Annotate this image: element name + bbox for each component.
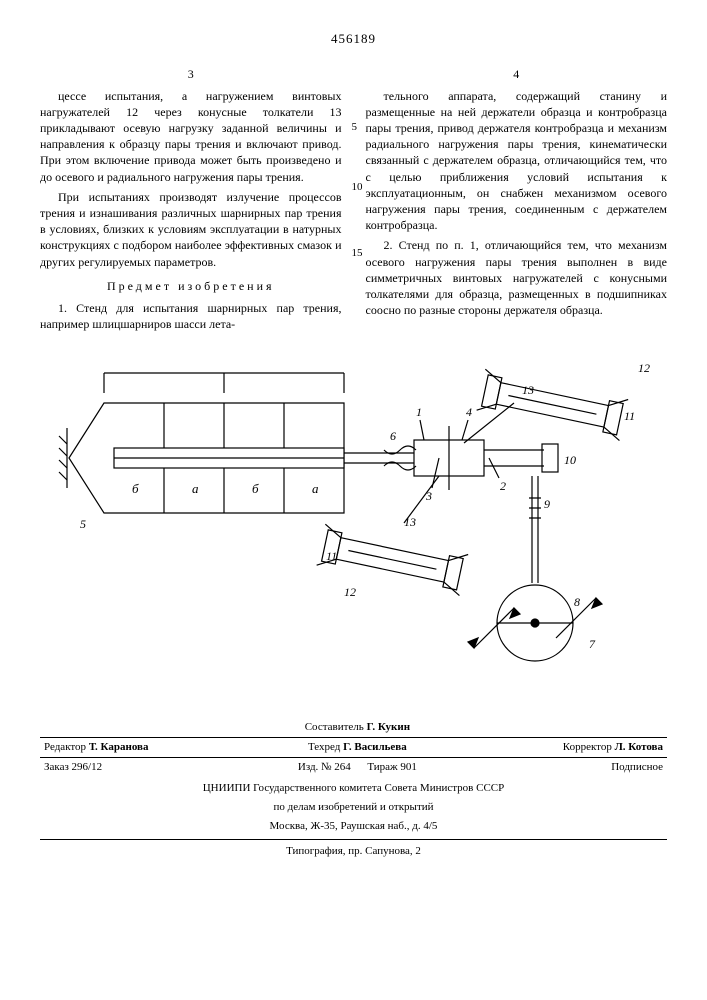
fig-n11b: 11 xyxy=(326,549,337,563)
fig-n13a: 13 xyxy=(522,383,534,397)
fig-n3: 3 xyxy=(425,489,432,503)
right-p2: 2. Стенд по п. 1, отличающийся тем, что … xyxy=(366,237,668,318)
fig-n5: 5 xyxy=(80,517,86,531)
col-num-right: 4 xyxy=(366,66,668,82)
sub-label: Подписное xyxy=(472,758,667,777)
imprint-org3: Москва, Ж-35, Раушская наб., д. 4/5 xyxy=(40,819,667,834)
techred-name: Г. Васильева xyxy=(343,741,407,753)
right-p1: тельного аппарата, содержащий станину и … xyxy=(366,88,668,234)
fig-n1: 1 xyxy=(416,405,422,419)
tirazh: Тираж 901 xyxy=(367,761,417,773)
editor-label: Редактор xyxy=(44,741,86,753)
line-num-15: 15 xyxy=(352,246,363,261)
fig-label-b2: б xyxy=(252,481,259,496)
imprint-org1: ЦНИИПИ Государственного комитета Совета … xyxy=(40,781,667,796)
col-num-left: 3 xyxy=(40,66,342,82)
editor-name: Т. Каранова xyxy=(89,741,149,753)
fig-n4: 4 xyxy=(466,405,472,419)
composer-label: Составитель xyxy=(305,721,364,733)
right-column: 4 5 10 15 тельного аппарата, содержащий … xyxy=(366,66,668,337)
techred-label: Техред xyxy=(308,741,340,753)
left-p3: 1. Стенд для испытания шарнирных пар тре… xyxy=(40,300,342,332)
fig-label-a2: а xyxy=(312,481,319,496)
patent-number: 456189 xyxy=(40,30,667,48)
fig-n9: 9 xyxy=(544,497,550,511)
fig-n2: 2 xyxy=(500,479,506,493)
left-column: 3 цессе испытания, а нагружением винтовы… xyxy=(40,66,342,337)
imprint-typo: Типография, пр. Сапунова, 2 xyxy=(40,839,667,859)
fig-n12b: 12 xyxy=(344,585,356,599)
line-num-5: 5 xyxy=(352,120,358,135)
fig-n6: 6 xyxy=(390,429,396,443)
fig-n12a: 12 xyxy=(638,361,650,375)
order-number: Заказ 296/12 xyxy=(40,758,243,777)
patent-figure: б а б а 5 6 1 4 2 3 10 9 8 7 12 11 13 11… xyxy=(44,348,664,688)
text-columns: 3 цессе испытания, а нагружением винтовы… xyxy=(40,66,667,337)
composer-name: Г. Кукин xyxy=(367,721,410,733)
fig-n10: 10 xyxy=(564,453,576,467)
left-p1: цессе испытания, а нагружением винтовых … xyxy=(40,88,342,185)
imprint-org2: по делам изобретений и открытий xyxy=(40,800,667,815)
fig-n13b: 13 xyxy=(404,515,416,529)
fig-n11a: 11 xyxy=(624,409,635,423)
izd-number: Изд. № 264 xyxy=(298,761,351,773)
section-heading: Предмет изобретения xyxy=(40,278,342,294)
left-p2: При испытаниях производят излучение проц… xyxy=(40,189,342,270)
fig-label-b1: б xyxy=(132,481,139,496)
corrector-name: Л. Котова xyxy=(615,741,663,753)
fig-n8: 8 xyxy=(574,595,580,609)
corrector-label: Корректор xyxy=(563,741,612,753)
footer-credits: Составитель Г. Кукин Редактор Т. Каранов… xyxy=(40,718,667,777)
fig-label-a1: а xyxy=(192,481,199,496)
fig-n7: 7 xyxy=(589,637,596,651)
line-num-10: 10 xyxy=(352,180,363,195)
